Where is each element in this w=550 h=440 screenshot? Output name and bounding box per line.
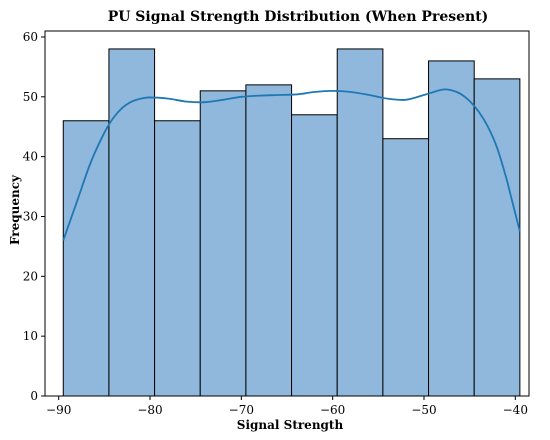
y-tick-label: 50 [23,90,38,104]
chart-title: PU Signal Strength Distribution (When Pr… [108,9,489,25]
x-tick-label: −80 [137,403,162,417]
x-tick-label: −60 [320,403,345,417]
kde-curve [62,88,521,241]
x-axis-label: Signal Strength [237,418,344,432]
x-tick-label: −50 [411,403,436,417]
x-axis-ticks: −90 −80 −70 −60 −50 −40 [46,396,528,417]
histogram-bar-8 [382,138,430,397]
x-tick-label: −70 [229,403,254,417]
y-tick-label: 60 [23,30,38,44]
histogram-bars [62,48,521,397]
y-tick-label: 40 [23,150,38,164]
histogram-bar-5 [245,84,293,397]
histogram-bar-6 [291,114,338,397]
y-tick-label: 30 [23,209,38,223]
histogram-bar-7 [336,48,384,397]
histogram-bar-4 [199,90,247,397]
histogram-bar-3 [154,120,201,397]
y-tick-label: 10 [23,329,38,343]
y-axis-label: Frequency [8,174,22,245]
histogram-bar-2 [108,48,156,397]
histogram-bar-10 [473,78,521,397]
histogram-bar-1 [62,120,110,397]
plot-frame [44,30,530,397]
x-tick-label: −40 [503,403,528,417]
y-tick-label: 0 [30,389,38,403]
x-tick-label: −90 [46,403,71,417]
y-tick-label: 20 [23,269,38,283]
histogram-bar-9 [428,60,475,397]
y-axis-ticks: 0 10 20 30 40 50 60 [23,30,45,403]
